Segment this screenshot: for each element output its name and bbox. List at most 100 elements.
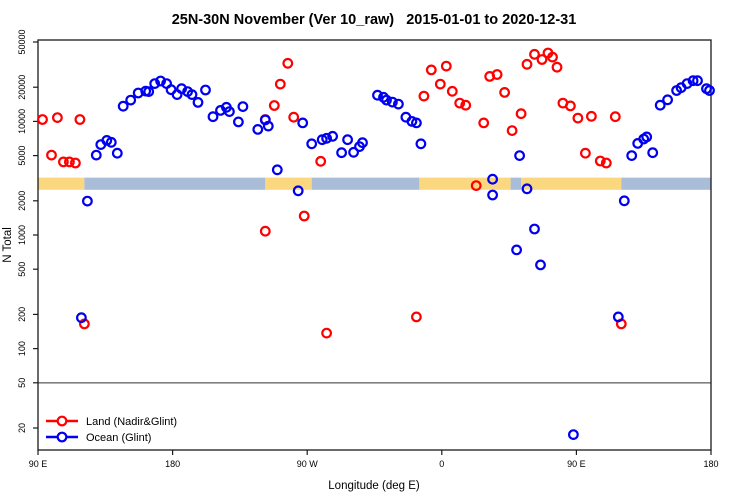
data-point-land [470, 180, 482, 192]
y-tick-label: 10000 [17, 109, 27, 134]
data-point-land [491, 69, 503, 80]
data-point-ocean [535, 259, 546, 271]
data-point-ocean [647, 147, 659, 159]
data-point-land [454, 97, 466, 109]
data-point-land [274, 78, 286, 90]
data-point-ocean [155, 75, 167, 87]
x-tick-label: 90 E [567, 459, 586, 469]
data-point-land [69, 157, 81, 169]
legend-land-marker [56, 415, 68, 427]
data-point-land [37, 114, 48, 125]
data-point-ocean [232, 116, 244, 128]
data-point-land [551, 61, 563, 73]
data-point-ocean [149, 78, 161, 89]
data-point-land [268, 100, 280, 111]
data-point-ocean [262, 120, 274, 132]
band-segment-ocean [84, 177, 266, 190]
y-axis-label: N Total [2, 227, 14, 263]
data-point-ocean [252, 123, 264, 135]
y-tick-label: 20 [17, 423, 27, 433]
data-point-land [547, 51, 558, 63]
data-point-ocean [521, 183, 533, 195]
data-point-land [521, 58, 533, 70]
data-point-land [572, 112, 584, 124]
data-point-land [282, 57, 294, 69]
y-tick-label: 500 [17, 262, 27, 277]
data-point-ocean [641, 131, 653, 143]
data-point-ocean [90, 149, 102, 161]
y-tick-label: 100 [17, 341, 27, 356]
plot-border [37, 39, 712, 451]
data-point-ocean [487, 173, 499, 185]
data-points-layer [37, 47, 715, 441]
data-point-land [478, 117, 490, 129]
x-tick-label: 90 W [297, 459, 319, 469]
band-segment-ocean [621, 177, 711, 190]
data-point-ocean [612, 311, 624, 323]
data-point-ocean [306, 138, 318, 150]
data-point-ocean [105, 136, 117, 148]
land-ocean-band [38, 177, 711, 190]
data-point-ocean [81, 195, 93, 207]
data-point-land [580, 147, 591, 159]
data-point-ocean [271, 164, 283, 176]
data-point-ocean [618, 195, 630, 207]
data-point-land [52, 112, 63, 123]
data-point-ocean [192, 96, 204, 108]
data-point-ocean [387, 96, 398, 108]
data-point-ocean [381, 94, 392, 106]
data-point-land [565, 100, 576, 112]
legend-land-label: Land (Nadir&Glint) [86, 416, 177, 428]
legend-ocean-label: Ocean (Glint) [86, 432, 151, 444]
data-point-land [418, 90, 430, 102]
data-point-ocean [223, 106, 235, 117]
data-point-ocean [487, 189, 499, 201]
data-point-land [594, 155, 606, 167]
data-point-land [446, 85, 458, 97]
data-point-ocean [125, 94, 137, 106]
data-point-ocean [342, 134, 354, 146]
y-tick-label: 200 [17, 307, 27, 322]
data-point-ocean [207, 111, 219, 123]
data-point-ocean [111, 147, 123, 159]
data-point-land [58, 156, 69, 168]
data-point-ocean [372, 89, 383, 101]
data-point-ocean [237, 101, 249, 112]
data-point-land [259, 225, 271, 237]
data-point-land [506, 125, 518, 137]
data-point-ocean [348, 146, 360, 158]
data-point-ocean [186, 89, 198, 100]
data-point-ocean [568, 429, 579, 441]
data-point-land [609, 111, 621, 123]
data-point-land [315, 155, 327, 167]
data-point-ocean [336, 147, 348, 159]
data-point-ocean [704, 85, 715, 96]
data-point-ocean [654, 99, 666, 111]
data-point-ocean [529, 223, 540, 235]
data-point-ocean [393, 98, 404, 110]
data-point-ocean [692, 75, 703, 87]
data-point-ocean [514, 150, 525, 162]
legend: Land (Nadir&Glint) Ocean (Glint) [46, 415, 177, 444]
chart-title: 25N-30N November (Ver 10_raw) 2015-01-01… [172, 12, 577, 28]
data-point-ocean [321, 132, 333, 144]
y-tick-label: 50 [17, 378, 27, 388]
band-segment-land [265, 177, 312, 190]
data-point-ocean [415, 138, 427, 150]
data-point-land [434, 78, 446, 90]
y-tick-label: 50000 [17, 29, 27, 54]
data-point-ocean [297, 117, 309, 129]
data-point-ocean [357, 137, 368, 149]
data-point-land [74, 114, 86, 125]
data-point-land [46, 149, 57, 161]
band-segment-ocean [510, 177, 522, 190]
legend-ocean-marker [56, 431, 68, 443]
data-point-ocean [662, 94, 673, 106]
band-segment-land [521, 177, 622, 190]
data-point-land [440, 60, 452, 72]
x-tick-label: 90 E [29, 459, 48, 469]
data-point-land [425, 64, 437, 76]
y-tick-label: 5000 [17, 146, 27, 166]
band-segment-land [38, 177, 85, 190]
